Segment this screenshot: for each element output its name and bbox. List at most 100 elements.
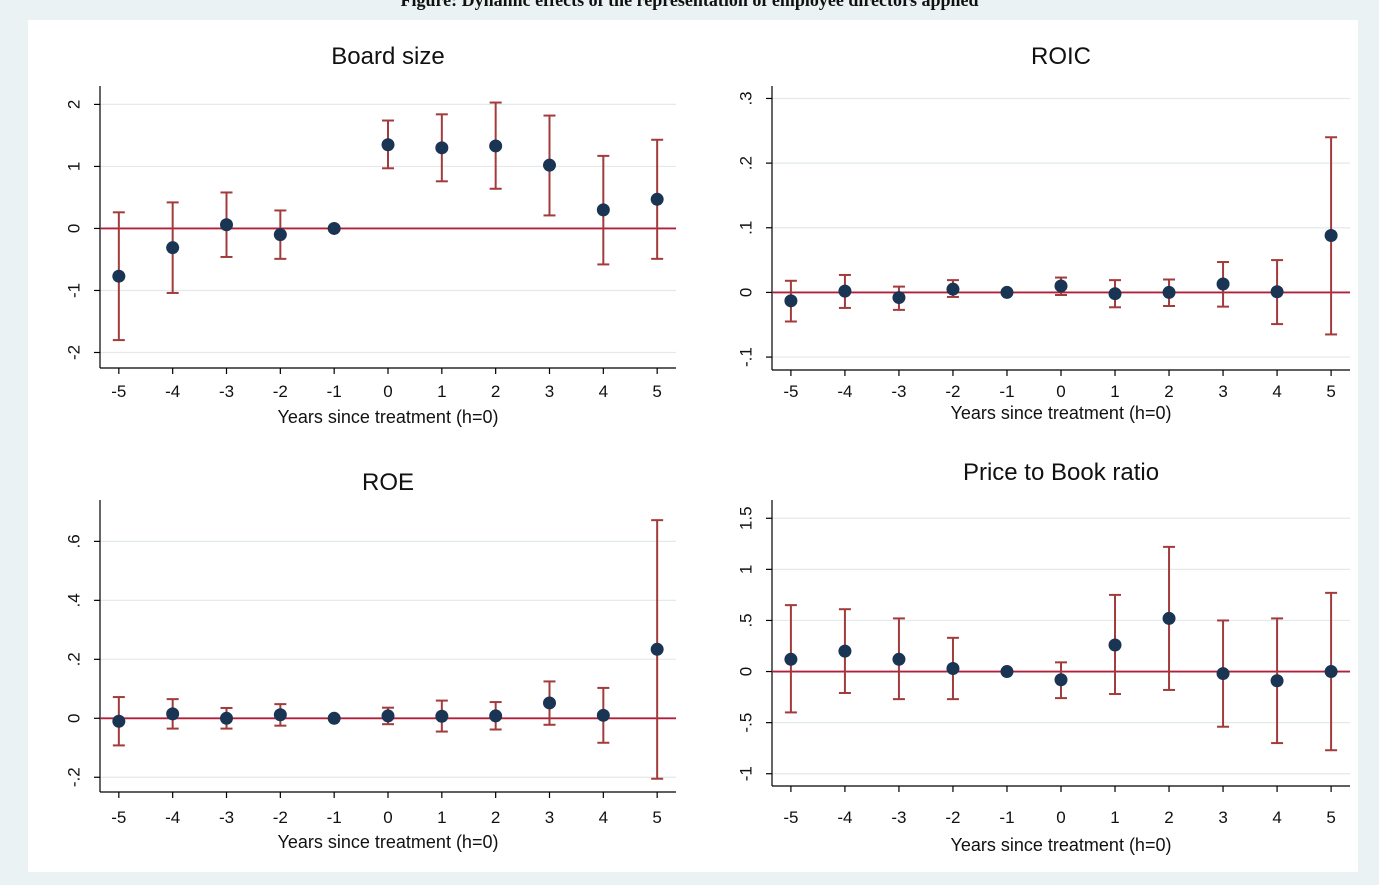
x-tick-label: -3 [891,382,906,401]
x-tick-label: -4 [165,808,180,827]
y-tick-label: -1 [65,283,84,298]
panel-title: Price to Book ratio [963,459,1159,486]
x-tick-label: 0 [1056,382,1065,401]
data-point [650,642,664,656]
data-point [1108,638,1122,652]
data-point [1000,665,1014,679]
panel-title: Board size [331,43,444,70]
x-tick-label: 3 [1218,382,1227,401]
data-point [1270,285,1284,299]
data-point [596,203,610,217]
x-tick-label: 3 [1218,808,1227,827]
chart-panel-2: -.1 0 .1 .2 .3 -5 -4 -3 -2 -1 0 1 2 3 4 5 ROIC Years sinc… [737,43,1350,423]
data-point [220,218,234,232]
x-tick-label: 4 [599,382,608,401]
x-tick-label: 4 [1272,808,1281,827]
x-tick-label: 3 [545,808,554,827]
data-point [892,291,906,305]
data-point [1216,667,1230,681]
x-tick-label: 2 [1164,382,1173,401]
data-point [542,696,556,710]
x-tick-label: 2 [491,808,500,827]
y-tick-label: 2 [65,100,84,109]
y-tick-label: -2 [65,345,84,360]
x-tick-label: -5 [783,808,798,827]
data-point [220,711,234,725]
y-tick-label: .4 [65,593,84,607]
x-axis-title: Years since treatment (h=0) [278,407,499,427]
y-tick-label: -.2 [65,767,84,787]
data-point [784,652,798,666]
x-tick-label: -2 [945,808,960,827]
chart-panel-4: -1 -.5 0 .5 1 1.5 -5 -4 -3 -2 -1 0 1 2 3 4 5 Price to Boo… [737,459,1350,855]
y-tick-label: .6 [65,534,84,548]
y-tick-label: 1.5 [737,506,756,530]
data-point [1054,279,1068,293]
y-tick-label: .3 [737,91,756,105]
y-tick-label: 1 [65,162,84,171]
y-tick-label: 0 [65,714,84,723]
x-tick-label: 2 [1164,808,1173,827]
data-point [1324,665,1338,679]
data-point [489,139,503,153]
data-point [1216,277,1230,291]
data-point [381,709,395,723]
x-tick-label: 4 [1272,382,1281,401]
x-tick-label: 5 [1326,808,1335,827]
x-tick-label: 1 [437,808,446,827]
data-point [112,714,126,728]
x-tick-label: 3 [545,382,554,401]
data-point [542,158,556,172]
data-point [1054,673,1068,687]
x-tick-label: 1 [437,382,446,401]
x-tick-label: -3 [219,808,234,827]
figure-caption: Figure: Dynamic effects of the represent… [400,0,979,10]
data-point [596,708,610,722]
x-tick-label: -5 [783,382,798,401]
data-point [650,192,664,206]
data-point [435,709,449,723]
x-tick-label: -4 [837,382,852,401]
data-point [435,141,449,155]
data-point [838,644,852,658]
x-tick-label: 0 [383,382,392,401]
x-tick-label: -2 [945,382,960,401]
x-tick-label: -2 [273,382,288,401]
data-point [327,711,341,725]
x-tick-label: 5 [1326,382,1335,401]
x-tick-label: -1 [999,808,1014,827]
data-point [112,269,126,283]
data-point [892,652,906,666]
chart-panel-1: -2 -1 0 1 2 -5 -4 -3 -2 -1 0 1 2 3 4 5 Board size Years s… [65,43,676,427]
x-tick-label: 4 [599,808,608,827]
data-point [489,709,503,723]
chart-panel-3: -.2 0 .2 .4 .6 -5 -4 -3 -2 -1 0 1 2 3 4 5 ROE Years since… [65,469,676,852]
data-point [273,228,287,242]
y-tick-label: -1 [737,766,756,781]
x-tick-label: 0 [1056,808,1065,827]
x-tick-label: -3 [891,808,906,827]
data-point [1162,285,1176,299]
x-tick-label: -1 [327,808,342,827]
data-point [1270,674,1284,688]
x-axis-title: Years since treatment (h=0) [951,835,1172,855]
x-axis-title: Years since treatment (h=0) [951,403,1172,423]
x-tick-label: -5 [111,382,126,401]
data-point [381,138,395,152]
x-tick-label: 1 [1110,808,1119,827]
y-tick-label: 1 [737,565,756,574]
panel-title: ROIC [1031,43,1091,70]
y-tick-label: 0 [65,224,84,233]
data-point [1162,611,1176,625]
x-tick-label: -1 [327,382,342,401]
y-tick-label: .2 [65,652,84,666]
data-point [166,707,180,721]
data-point [838,284,852,298]
x-tick-label: 2 [491,382,500,401]
data-point [1324,229,1338,243]
x-tick-label: -5 [111,808,126,827]
x-tick-label: 1 [1110,382,1119,401]
data-point [1108,287,1122,301]
x-tick-label: -4 [165,382,180,401]
